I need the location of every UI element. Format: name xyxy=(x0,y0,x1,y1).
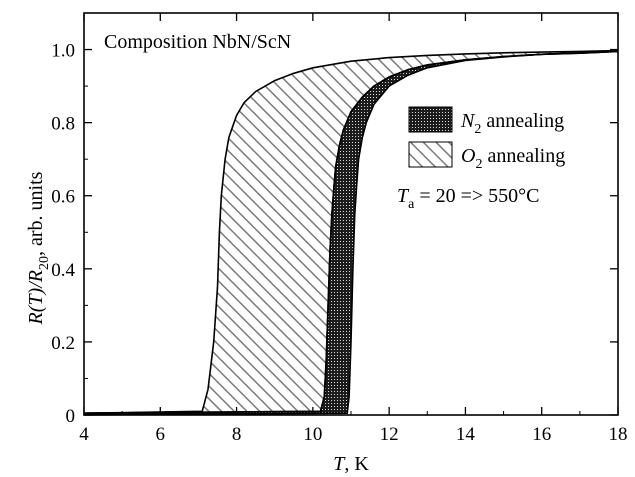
legend-label-n2: N2 annealing xyxy=(460,110,564,137)
y-tick-label: 0.4 xyxy=(51,260,75,281)
x-tick-label: 14 xyxy=(456,424,476,445)
band-n2 xyxy=(84,51,618,415)
curve-n2-lower xyxy=(83,50,619,416)
x-tick-label: 8 xyxy=(232,424,242,445)
x-tick-label: 10 xyxy=(303,424,322,445)
x-tick-label: 12 xyxy=(380,424,399,445)
composition-annotation: Composition NbN/ScN xyxy=(104,31,291,53)
x-tick-label: 16 xyxy=(532,424,551,445)
plot-areas xyxy=(84,50,618,415)
curve-o2-upper xyxy=(83,49,619,414)
plot-curves xyxy=(83,49,619,416)
legend-label-o2: O2 annealing xyxy=(461,145,565,172)
y-tick-label: 0.6 xyxy=(51,187,75,208)
y-tick-label: 0.2 xyxy=(51,333,75,354)
y-tick-label: 1.0 xyxy=(51,41,75,62)
anneal-label: Ta = 20 => 550°C xyxy=(397,185,540,212)
ticks: 4 6 8 10 12 14 16 18 0 0.2 0.4 0.6 0.8 1.0 xyxy=(51,12,628,445)
y-tick-label: 0.8 xyxy=(51,114,75,135)
x-axis-title: T, K xyxy=(333,453,369,475)
band-o2 xyxy=(84,50,618,414)
y-tick-label: 0 xyxy=(66,406,76,427)
y-axis-title: R(T)/R20, arb. units xyxy=(25,171,52,325)
legend-swatch-o2 xyxy=(408,141,453,168)
legend-swatch-n2 xyxy=(408,106,453,133)
legend: N2 annealing O2 annealing xyxy=(408,106,565,172)
x-tick-label: 4 xyxy=(79,424,89,445)
x-tick-label: 18 xyxy=(609,424,628,445)
x-tick-label: 6 xyxy=(156,424,166,445)
